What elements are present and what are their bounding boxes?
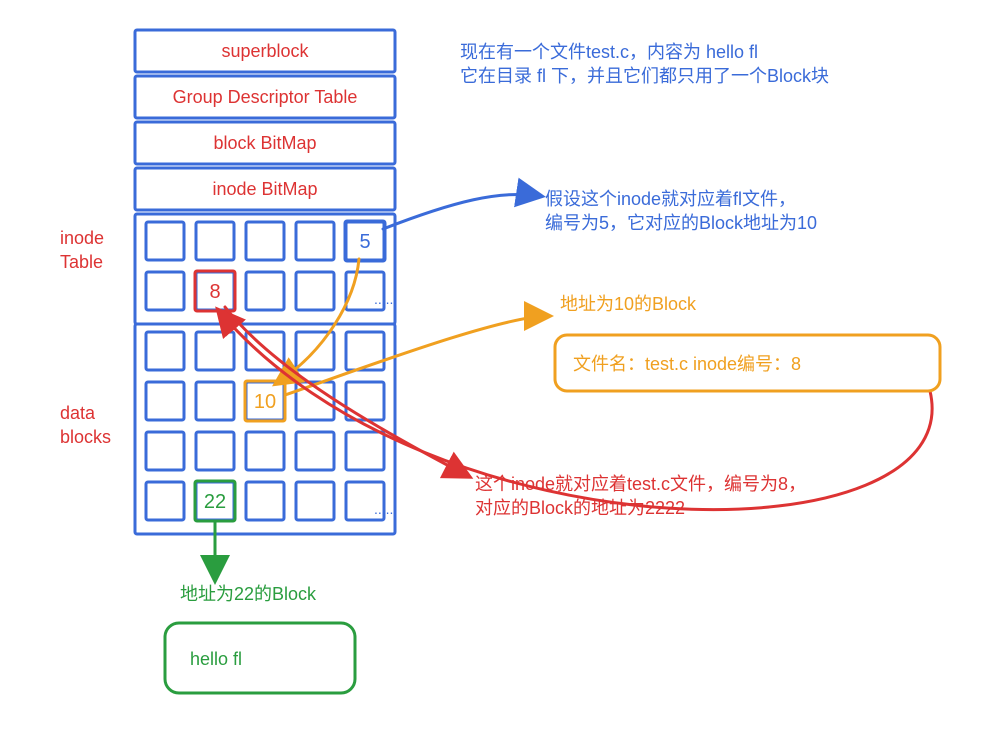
header-label-1: Group Descriptor Table bbox=[173, 87, 358, 107]
note-line: 现在有一个文件test.c，内容为 hello fl bbox=[460, 42, 758, 62]
dots: ...... bbox=[374, 501, 397, 517]
filesystem-diagram: superblock Group Descriptor Table block Bi… bbox=[0, 0, 991, 731]
data-value: 22 bbox=[204, 491, 226, 513]
data-cell bbox=[146, 482, 184, 520]
note-line: 这个inode就对应着test.c文件，编号为8， bbox=[475, 474, 806, 494]
header-label-0: superblock bbox=[221, 41, 309, 61]
data-cell bbox=[196, 432, 234, 470]
data-cell bbox=[146, 432, 184, 470]
header-label-3: inode BitMap bbox=[212, 179, 317, 199]
inode-cell bbox=[246, 222, 284, 260]
inode-value: 5 bbox=[359, 231, 370, 253]
note-line: 对应的Block的地址为2222 bbox=[475, 498, 685, 518]
data-blocks-label-1: data bbox=[60, 403, 96, 423]
data-cell bbox=[296, 432, 334, 470]
inode-table-box bbox=[135, 214, 395, 324]
inode-cell bbox=[296, 222, 334, 260]
data-blocks-label-2: blocks bbox=[60, 427, 111, 447]
header-label-2: block BitMap bbox=[213, 133, 316, 153]
note-line: 它在目录 fl 下，并且它们都只用了一个Block块 bbox=[460, 66, 829, 86]
data-cell bbox=[346, 432, 384, 470]
data-cell bbox=[196, 382, 234, 420]
block22-label: 地址为22的Block bbox=[180, 584, 317, 604]
data-cell bbox=[346, 382, 384, 420]
inode-table-label-2: Table bbox=[60, 252, 103, 272]
note-line: 编号为5，它对应的Block地址为10 bbox=[545, 213, 817, 233]
inode-cell bbox=[146, 222, 184, 260]
data-cell bbox=[296, 482, 334, 520]
data-cell bbox=[346, 332, 384, 370]
data-value: 10 bbox=[254, 391, 276, 413]
inode-cell bbox=[296, 272, 334, 310]
inode-cell bbox=[196, 222, 234, 260]
data-cell bbox=[146, 382, 184, 420]
block10-label: 地址为10的Block bbox=[560, 294, 697, 314]
data-cell bbox=[246, 432, 284, 470]
data-cell bbox=[146, 332, 184, 370]
fs-stack: superblock Group Descriptor Table block Bi… bbox=[60, 30, 397, 534]
inode-table-label-1: inode bbox=[60, 228, 104, 248]
note-line: 假设这个inode就对应着fl文件， bbox=[545, 189, 796, 209]
blue-arrow bbox=[383, 194, 540, 229]
dots: ...... bbox=[374, 291, 397, 307]
block10-box-text: 文件名：test.c inode编号：8 bbox=[573, 354, 801, 374]
data-cell bbox=[196, 332, 234, 370]
block22-box-text: hello fl bbox=[190, 649, 242, 669]
inode-cell bbox=[246, 272, 284, 310]
inode-cell bbox=[146, 272, 184, 310]
data-cell bbox=[246, 482, 284, 520]
inode-value: 8 bbox=[209, 281, 220, 303]
